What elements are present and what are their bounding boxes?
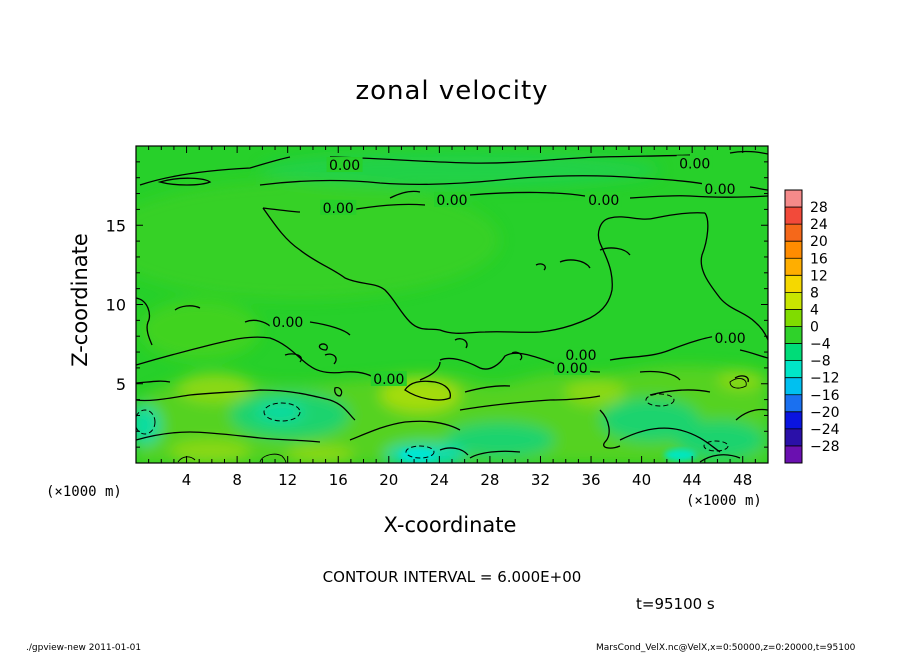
colorbar-swatch — [785, 207, 802, 225]
contour-label-bg — [434, 191, 470, 207]
x-tick-label: 20 — [379, 471, 398, 489]
contour-lines — [136, 150, 768, 463]
y-tick-label: 15 — [106, 216, 126, 235]
contour-label-bg — [370, 370, 407, 386]
x-tick-label: 12 — [278, 471, 297, 489]
colorbar-label: 28 — [810, 200, 828, 216]
colorbar-label: −8 — [810, 354, 831, 370]
colorbar-swatch — [785, 241, 802, 259]
x-axis-title: X-coordinate — [383, 513, 517, 537]
x-axis: 4 8 12 16 20 24 28 32 36 40 44 48 — [148, 146, 756, 489]
contour-label-bg — [554, 359, 591, 375]
colorbar-swatch — [785, 445, 802, 464]
contour-label: 0.00 — [588, 193, 619, 209]
colorbar-swatch — [785, 258, 802, 276]
colorbar-swatch — [785, 224, 802, 242]
contour-label-bg — [585, 191, 622, 207]
colorbar-label: 16 — [810, 251, 828, 267]
x-tick-label: 4 — [182, 471, 192, 489]
colorbar-swatch — [785, 428, 802, 447]
colorbar-label: −4 — [810, 337, 831, 353]
colorbar-label: 0 — [810, 320, 819, 336]
colorbar-label: −16 — [810, 388, 840, 404]
colorbar-swatch — [785, 377, 802, 396]
y-axis-title: Z-coordinate — [68, 233, 92, 367]
colorbar-label: 8 — [810, 285, 819, 301]
contour-label-bg — [320, 199, 357, 215]
colorbar-swatch — [785, 394, 802, 413]
y-tick-label: 5 — [116, 375, 126, 394]
contour-label: 0.00 — [704, 182, 735, 198]
contour-label-bg — [269, 313, 306, 329]
colorbar-label: 20 — [810, 234, 828, 250]
x-tick-label: 8 — [232, 471, 242, 489]
colorbar-swatch — [785, 343, 802, 361]
x-tick-label: 36 — [581, 471, 600, 489]
colorbar-label: −24 — [810, 422, 840, 438]
y-tick-label: 10 — [106, 296, 126, 315]
x-axis-unit: (×1000 m) — [686, 493, 762, 509]
contour-label-bg — [701, 180, 738, 196]
y-axis: 5 10 15 — [106, 161, 768, 448]
footer-left: ./gpview-new 2011-01-01 — [26, 643, 142, 653]
colorbar-swatch — [785, 190, 802, 208]
contour-label: 0.00 — [323, 201, 354, 217]
contour-label: 0.00 — [272, 315, 303, 331]
contour-label: 0.00 — [373, 372, 404, 388]
colorbar-swatch — [785, 292, 802, 310]
contour-label: 0.00 — [714, 331, 745, 347]
x-tick-label: 16 — [329, 471, 348, 489]
contour-interval-note: CONTOUR INTERVAL = 6.000E+00 — [322, 568, 582, 586]
colorbar-label: 12 — [810, 268, 828, 284]
colorbar-label: 24 — [810, 217, 828, 233]
colorbar-label: −12 — [810, 371, 840, 387]
y-axis-unit: (×1000 m) — [46, 484, 122, 500]
colorbar-label: −20 — [810, 405, 840, 421]
colorbar-label: 4 — [810, 302, 819, 318]
contour-label-bg — [712, 329, 749, 345]
contour-label-bg — [326, 157, 363, 173]
contour-label-bg — [562, 347, 599, 363]
contour-label: 0.00 — [679, 156, 710, 172]
dashed-contours — [136, 393, 729, 459]
footer-right: MarsCond_VelX.nc@VelX,x=0:50000,z=0:2000… — [596, 643, 856, 653]
x-tick-label: 32 — [531, 471, 550, 489]
contour-label: 0.00 — [556, 361, 587, 377]
colorbar-swatch — [785, 360, 802, 378]
contour-label-bg — [676, 155, 713, 171]
x-tick-label: 40 — [632, 471, 651, 489]
x-tick-label: 44 — [683, 471, 702, 489]
chart-title: zonal velocity — [355, 76, 549, 106]
time-label: t=95100 s — [636, 595, 715, 613]
contour-label: 0.00 — [436, 193, 467, 209]
colorbar-swatch — [785, 411, 802, 430]
colorbar-swatch — [785, 309, 802, 327]
contour-labels: 0.00 0.00 0.00 0.00 0.00 0.00 0.00 0.00 0.00 0.00… — [269, 155, 749, 388]
x-tick-label: 24 — [430, 471, 449, 489]
colorbar-swatch — [785, 326, 802, 344]
contour-label: 0.00 — [329, 158, 360, 174]
x-tick-label: 28 — [480, 471, 499, 489]
colorbar-swatch — [785, 275, 802, 293]
colorbar-label: −28 — [810, 439, 840, 455]
x-tick-label: 48 — [733, 471, 752, 489]
